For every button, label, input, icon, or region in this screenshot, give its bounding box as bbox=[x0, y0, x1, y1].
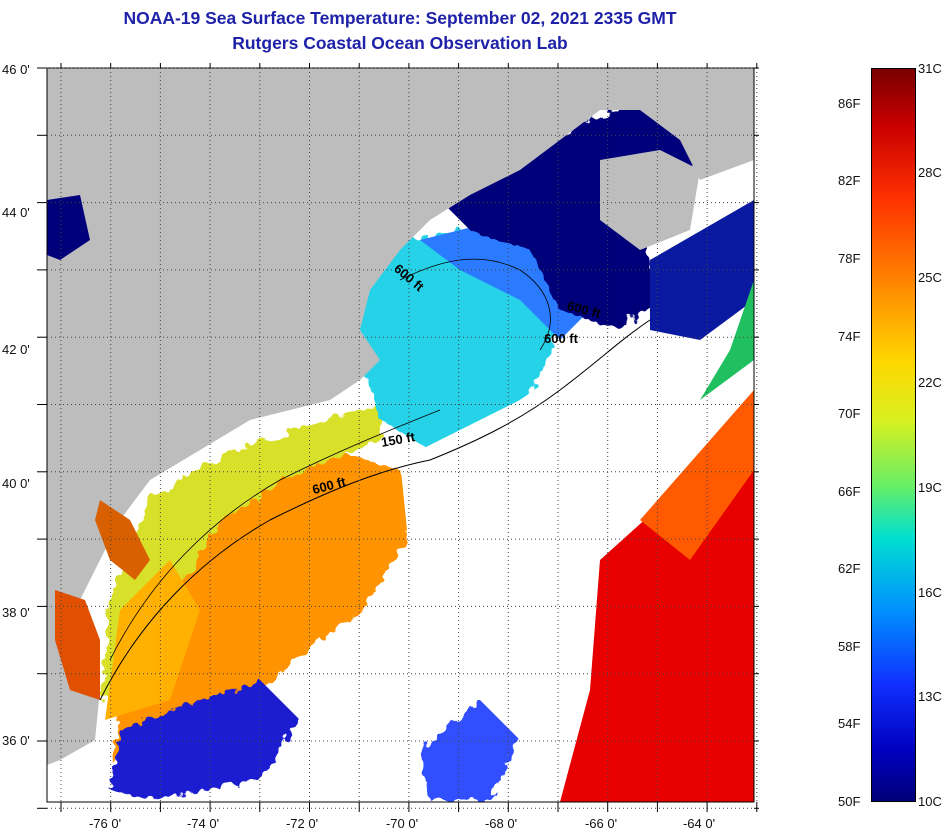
lat-label: 38 0' bbox=[2, 605, 30, 620]
axis-ticks bbox=[37, 63, 759, 812]
land-mass bbox=[47, 68, 754, 765]
scale-label-f: 82F bbox=[838, 173, 861, 188]
lat-label: 46 0' bbox=[2, 62, 30, 77]
scale-label-f: 58F bbox=[838, 639, 861, 654]
scale-label-c: 13C bbox=[918, 689, 942, 704]
scale-label-f: 54F bbox=[838, 716, 861, 731]
delaware-bay bbox=[95, 500, 150, 580]
lon-label: -72 0' bbox=[285, 816, 319, 831]
scale-label-c: 22C bbox=[918, 375, 942, 390]
nova-scotia-land bbox=[600, 150, 700, 250]
map-frame bbox=[46, 67, 755, 803]
lon-label: -74 0' bbox=[186, 816, 220, 831]
chesapeake-bay bbox=[55, 590, 100, 700]
lon-label: -76 0' bbox=[88, 816, 122, 831]
lon-label: -66 0' bbox=[584, 816, 618, 831]
scale-label-c: 10C bbox=[918, 794, 942, 809]
lon-label: -68 0' bbox=[484, 816, 518, 831]
lat-label: 42 0' bbox=[2, 342, 30, 357]
scale-label-c: 25C bbox=[918, 270, 942, 285]
isobath-150ft bbox=[109, 409, 441, 661]
scale-label-f: 78F bbox=[838, 251, 861, 266]
scale-label-f: 50F bbox=[838, 794, 861, 809]
lon-label: -70 0' bbox=[385, 816, 419, 831]
lat-label: 44 0' bbox=[2, 205, 30, 220]
scale-label-f: 62F bbox=[838, 561, 861, 576]
lat-label: 40 0' bbox=[2, 476, 30, 491]
lat-label: 36 0' bbox=[2, 733, 30, 748]
contour-label: 600 ft bbox=[544, 331, 578, 346]
scale-label-f: 74F bbox=[838, 329, 861, 344]
scale-label-c: 16C bbox=[918, 585, 942, 600]
scale-label-c: 28C bbox=[918, 165, 942, 180]
scale-label-f: 70F bbox=[838, 406, 861, 421]
scale-label-f: 66F bbox=[838, 484, 861, 499]
lake bbox=[47, 195, 90, 260]
cold-water bbox=[430, 95, 700, 330]
lon-label: -64 0' bbox=[682, 816, 716, 831]
color-scale-bar bbox=[871, 68, 916, 802]
scale-label-c: 31C bbox=[918, 61, 942, 76]
scale-label-f: 86F bbox=[838, 96, 861, 111]
page-title: NOAA-19 Sea Surface Temperature: Septemb… bbox=[123, 8, 677, 28]
scale-label-c: 19C bbox=[918, 480, 942, 495]
page-subtitle: Rutgers Coastal Ocean Observation Lab bbox=[232, 33, 568, 53]
